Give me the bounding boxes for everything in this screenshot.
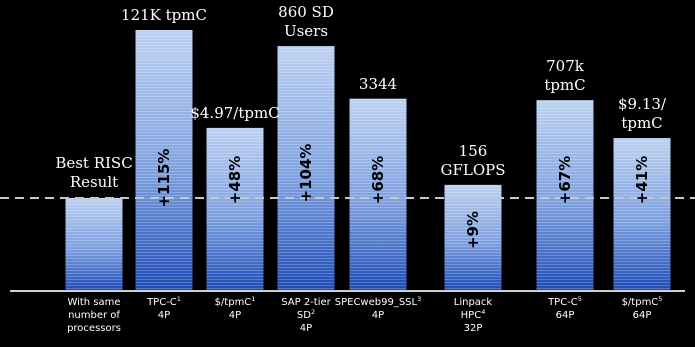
footnote-marker: 2 — [310, 308, 316, 316]
category-line: SAP 2-tier — [281, 297, 331, 308]
percent-labels-layer: +115% +48% +104% +68% +9% +67% +41% — [155, 144, 651, 249]
category-line: SD — [296, 310, 311, 321]
bar-2-top-label: $4.97/tpmC — [190, 103, 280, 122]
category-line: $/tpmC — [621, 297, 659, 308]
bar-3-top-label: 860 SD Users — [278, 3, 334, 41]
bar-6-percent-label: +67% — [556, 156, 574, 204]
category-line: HPC — [460, 310, 482, 321]
category-line: 4P — [157, 310, 171, 321]
bar-5-top-label: 156 GFLOPS — [440, 141, 506, 179]
footnote-marker: 4 — [481, 308, 486, 316]
footnote-marker: 5 — [577, 295, 582, 303]
category-line: SPECweb99_SSL — [334, 297, 418, 308]
bar-1-percent-label: +115% — [155, 149, 173, 208]
category-line: TPC-C — [548, 297, 578, 308]
bar-3-texture — [277, 46, 335, 291]
category-line: $/tpmC — [214, 297, 252, 308]
bar-3-category-label: SAP 2-tier SD2 4P — [281, 296, 331, 335]
category-line: Linpack — [453, 297, 493, 308]
bar-2-category-label: $/tpmC1 4P — [215, 296, 256, 322]
footnote-marker: 5 — [658, 295, 663, 303]
bar-4-texture — [349, 98, 407, 292]
bar-0-texture — [65, 198, 123, 291]
bar-2-texture — [206, 127, 264, 291]
category-line: 32P — [463, 323, 483, 334]
bar-2-percent-label: +48% — [226, 156, 244, 204]
bar-5-category-label: Linpack HPC4 32P — [454, 296, 492, 335]
bar-4-top-label: 3344 — [358, 74, 398, 93]
category-line: 64P — [555, 310, 575, 321]
bar-6-top-label: 707k tpmC — [544, 57, 586, 95]
bar-5-percent-label: +9% — [464, 211, 482, 249]
category-line: processors — [67, 323, 121, 334]
category-line: TPC-C — [147, 297, 177, 308]
bar-0-top-label: Best RISC Result — [55, 154, 133, 191]
bar-1-top-label: 121K tpmC — [121, 6, 207, 24]
bar-4-category-label: SPECweb99_SSL3 4P — [335, 296, 422, 322]
bar-7-percent-label: +41% — [633, 156, 651, 204]
footnote-marker: 1 — [176, 295, 181, 303]
footnote-marker: 3 — [417, 295, 422, 303]
bar-6-category-label: TPC-C5 64P — [548, 296, 582, 322]
bar-6-texture — [536, 100, 594, 292]
bar-7-texture — [613, 138, 671, 291]
bar-7-category-label: $/tpmC5 64P — [622, 296, 663, 322]
bar-4-percent-label: +68% — [369, 156, 387, 204]
category-line: 64P — [632, 310, 652, 321]
category-line: 4P — [228, 310, 242, 321]
bar-5-texture — [444, 184, 502, 291]
lines-layer — [0, 197, 695, 292]
bar-1-texture — [135, 30, 193, 291]
bars-layer — [65, 30, 671, 292]
footnote-marker: 1 — [251, 295, 256, 303]
bar-3-percent-label: +104% — [297, 144, 315, 203]
bar-1-category-label: TPC-C1 4P — [147, 296, 181, 322]
category-line: 4P — [299, 323, 313, 334]
category-line: 4P — [371, 310, 385, 321]
bar-7-top-label: $9.13/ tpmC — [618, 95, 666, 133]
bar-0-category-label: With same number of processors — [67, 296, 121, 335]
category-line: number of — [68, 310, 120, 321]
category-line: With same — [67, 297, 121, 308]
